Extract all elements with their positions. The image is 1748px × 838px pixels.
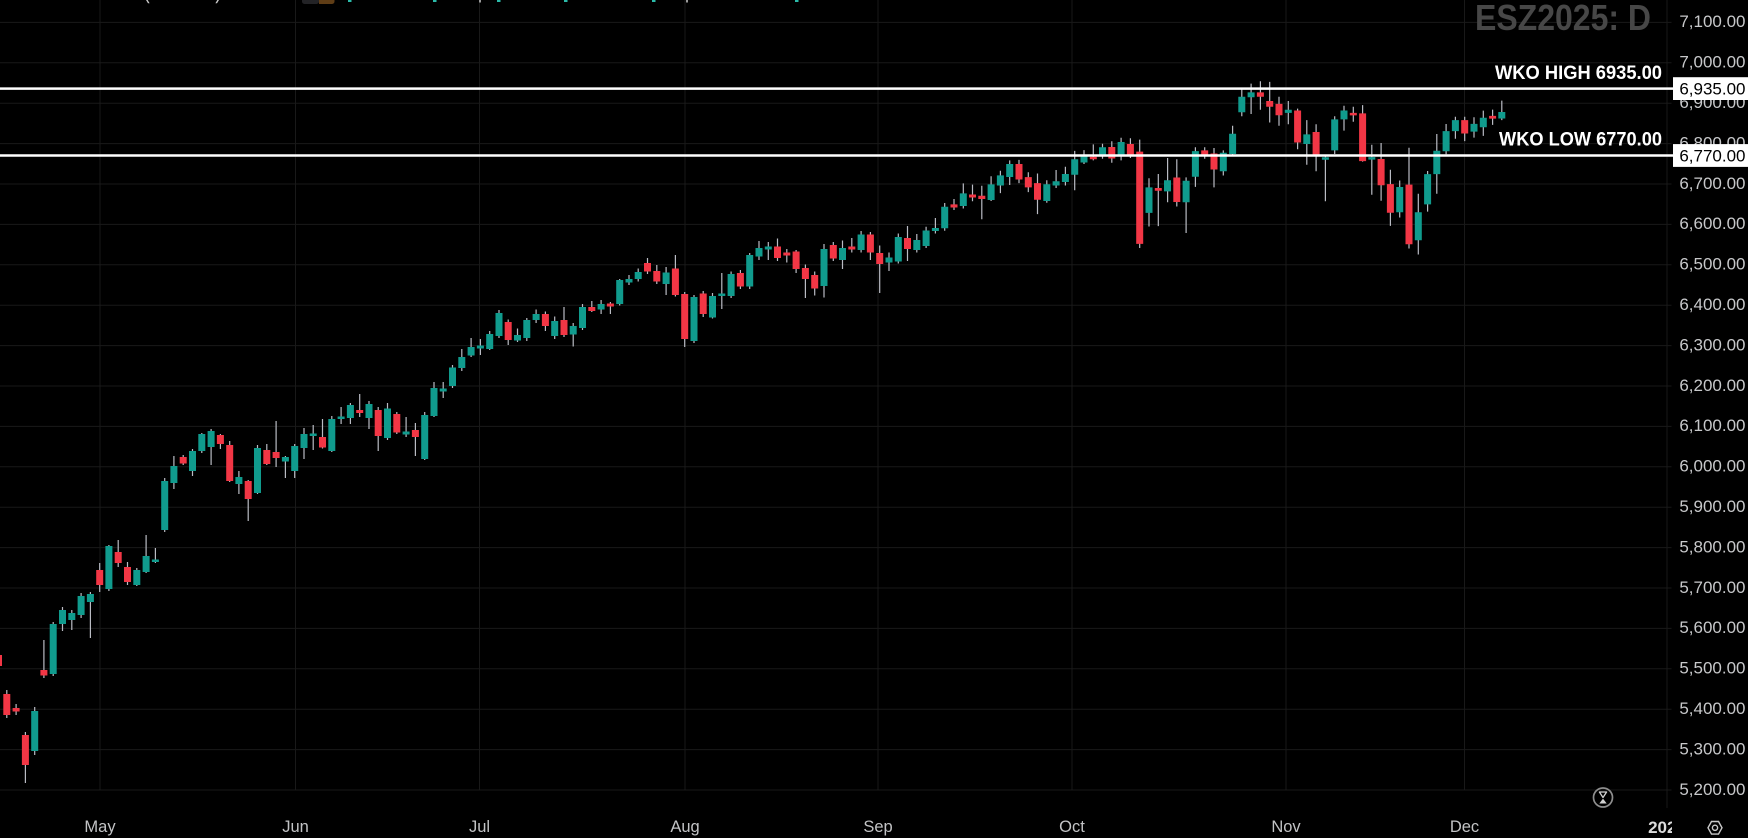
svg-text:6,200.00: 6,200.00: [1679, 376, 1745, 395]
svg-text:Nov: Nov: [1271, 818, 1301, 836]
svg-text:6,300.00: 6,300.00: [1679, 335, 1745, 354]
svg-text:6,400.00: 6,400.00: [1679, 295, 1745, 314]
svg-text:Jun: Jun: [282, 818, 309, 836]
svg-text:6,935.00: 6,935.00: [1679, 80, 1745, 99]
svg-text:5,500.00: 5,500.00: [1679, 659, 1745, 678]
svg-text:Dec: Dec: [1450, 818, 1479, 836]
svg-text:WKO LOW 6770.00: WKO LOW 6770.00: [1499, 129, 1662, 151]
svg-text:6,500.00: 6,500.00: [1679, 255, 1745, 274]
svg-text:5,900.00: 5,900.00: [1679, 497, 1745, 516]
svg-text:5,700.00: 5,700.00: [1679, 578, 1745, 597]
svg-text:6,700.00: 6,700.00: [1679, 174, 1745, 193]
svg-text:5,200.00: 5,200.00: [1679, 780, 1745, 799]
svg-text:Sep: Sep: [863, 818, 892, 836]
svg-text:6,600.00: 6,600.00: [1679, 214, 1745, 233]
svg-text:ESZ2025: D: ESZ2025: D: [1475, 0, 1651, 38]
svg-text:Oct: Oct: [1059, 818, 1085, 836]
svg-text:6,100.00: 6,100.00: [1679, 416, 1745, 435]
svg-text:5,800.00: 5,800.00: [1679, 537, 1745, 556]
svg-text:7,000.00: 7,000.00: [1679, 53, 1745, 72]
svg-text:5,600.00: 5,600.00: [1679, 618, 1745, 637]
svg-text:2026: 2026: [1648, 818, 1686, 837]
svg-text:Aug: Aug: [670, 818, 699, 836]
svg-text:WKO HIGH 6935.00: WKO HIGH 6935.00: [1495, 62, 1662, 84]
svg-text:6,000.00: 6,000.00: [1679, 457, 1745, 476]
svg-text:May: May: [84, 818, 116, 836]
svg-text:6,770.00: 6,770.00: [1679, 147, 1745, 166]
svg-text:7,100.00: 7,100.00: [1679, 12, 1745, 31]
svg-text:5,400.00: 5,400.00: [1679, 699, 1745, 718]
svg-text:5,300.00: 5,300.00: [1679, 739, 1745, 758]
svg-text:Jul: Jul: [469, 818, 490, 836]
